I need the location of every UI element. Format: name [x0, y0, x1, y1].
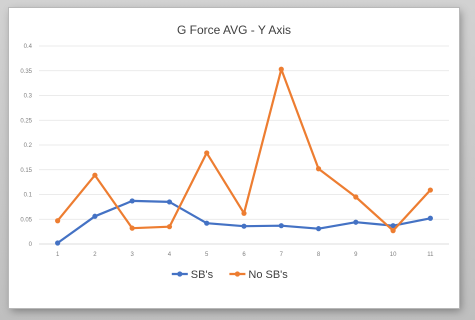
x-tick-label: 2: [93, 252, 97, 258]
y-tick-label: 0.05: [20, 217, 32, 223]
data-point: [92, 172, 98, 178]
legend-label: No SB's: [248, 269, 288, 281]
chart-card: G Force AVG - Y Axis 0 0.05 0.1 0.15 0.2 0.25…: [9, 8, 459, 308]
data-point: [353, 194, 359, 200]
legend-item: SB's: [171, 269, 214, 281]
y-tick-label: 0.15: [20, 168, 32, 174]
y-axis-ticks: 0 0.05 0.1 0.15 0.2 0.25 0.3 0.35 0.4: [20, 44, 32, 248]
legend-marker: [177, 271, 183, 277]
data-point: [204, 150, 210, 156]
x-axis-ticks: 1 2 3 4 5 6 7 8 9 10 11: [56, 252, 434, 258]
data-point: [166, 224, 173, 230]
data-point: [55, 218, 61, 224]
legend-marker: [234, 271, 240, 277]
x-tick-label: 8: [317, 252, 321, 258]
data-point: [92, 213, 98, 219]
y-tick-label: 0.1: [24, 193, 33, 199]
x-tick-label: 5: [205, 252, 209, 258]
data-point: [241, 223, 247, 229]
data-point: [315, 226, 322, 232]
data-point: [427, 187, 433, 193]
x-tick-label: 3: [131, 252, 135, 258]
data-point: [204, 220, 210, 226]
data-point: [129, 225, 135, 231]
x-tick-label: 11: [427, 252, 434, 258]
x-tick-label: 10: [390, 252, 397, 258]
legend-item: No SB's: [229, 269, 288, 281]
legend: SB's No SB's: [171, 269, 288, 281]
series-line: [56, 199, 431, 244]
data-point: [129, 198, 135, 204]
y-tick-label: 0.35: [20, 69, 32, 75]
y-tick-label: 0.2: [24, 143, 33, 149]
y-tick-label: 0.3: [24, 94, 33, 100]
series-layer: [55, 66, 433, 246]
data-point: [315, 166, 322, 172]
x-tick-label: 6: [242, 252, 246, 258]
data-point: [278, 66, 284, 72]
data-point: [390, 228, 396, 234]
data-point: [390, 223, 396, 229]
data-point: [427, 215, 433, 221]
y-tick-label: 0.4: [24, 44, 33, 50]
legend-label: SB's: [191, 269, 214, 281]
series-2: [55, 66, 433, 234]
x-tick-label: 4: [168, 252, 172, 258]
data-point: [278, 223, 284, 229]
data-point: [241, 210, 247, 216]
data-point: [55, 240, 61, 246]
x-tick-label: 9: [354, 252, 358, 258]
chart-title: G Force AVG - Y Axis: [177, 23, 291, 37]
series-1: [55, 198, 433, 246]
line-chart: G Force AVG - Y Axis 0 0.05 0.1 0.15 0.2 0.25…: [20, 23, 449, 281]
data-point: [353, 219, 359, 225]
series-line: [56, 68, 432, 232]
data-point: [166, 199, 173, 205]
y-tick-label: 0: [29, 242, 33, 248]
x-tick-label: 7: [280, 252, 284, 258]
x-tick-label: 1: [56, 252, 60, 258]
y-tick-label: 0.25: [20, 118, 32, 124]
